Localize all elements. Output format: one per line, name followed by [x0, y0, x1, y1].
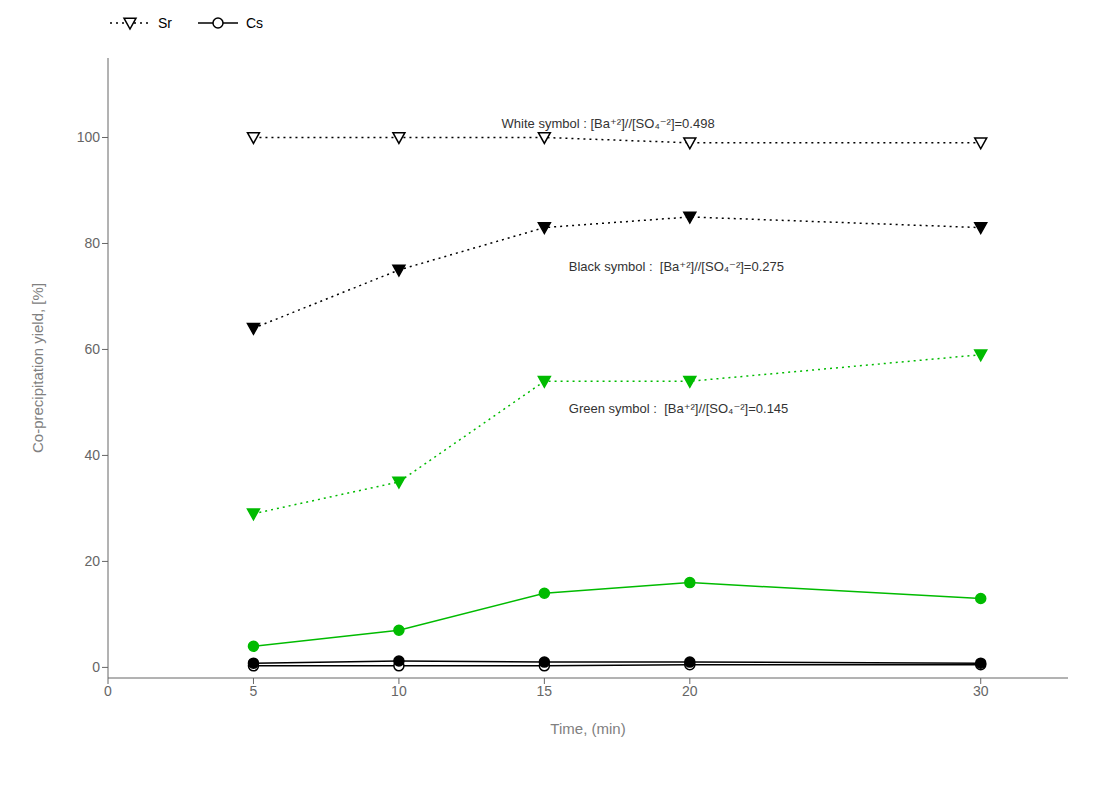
html-text:Black symbol : [Ba⁺²]//[SO₄⁻²]: Black symbol : [Ba⁺²]//[SO₄⁻²]=0.275: [568, 258, 784, 274]
svg-text:20: 20: [84, 553, 100, 569]
html-text:Sr: Sr: [158, 15, 172, 31]
svg-text:30: 30: [973, 683, 989, 699]
svg-text:Co-precipitation yield, [%]: Co-precipitation yield, [%]: [29, 283, 46, 453]
svg-text:100: 100: [77, 129, 101, 145]
svg-text:20: 20: [682, 683, 698, 699]
svg-text:80: 80: [84, 235, 100, 251]
svg-text:0: 0: [92, 659, 100, 675]
html-text:Cs: Cs: [246, 15, 264, 31]
svg-text:40: 40: [84, 447, 100, 463]
svg-text:5: 5: [250, 683, 258, 699]
svg-text:Time, (min): Time, (min): [550, 720, 625, 737]
html-text:Green symbol : [Ba⁺²]//[SO₄⁻²]: Green symbol : [Ba⁺²]//[SO₄⁻²]=0.145: [568, 400, 789, 416]
svg-text:10: 10: [391, 683, 407, 699]
svg-text:60: 60: [84, 341, 100, 357]
html-text:White symbol : [Ba⁺²]//[SO₄⁻²]: White symbol : [Ba⁺²]//[SO₄⁻²]=0.498: [501, 115, 715, 131]
svg-text:15: 15: [537, 683, 553, 699]
svg-text:0: 0: [104, 683, 112, 699]
